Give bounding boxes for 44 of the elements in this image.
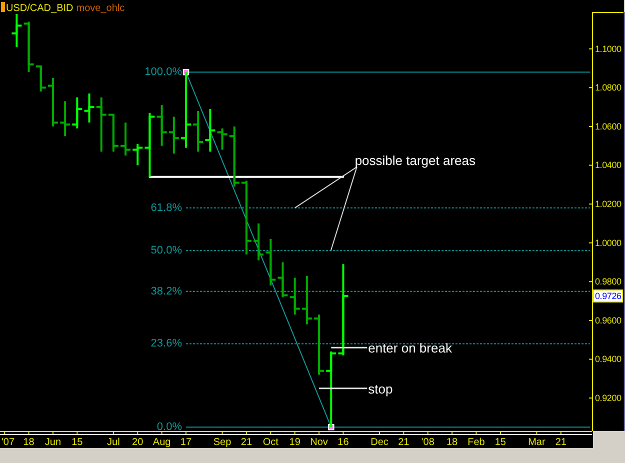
x-tick-label: '07 <box>1 437 15 448</box>
x-tick-label: 21 <box>555 437 567 448</box>
x-tick-label: Jul <box>107 437 120 448</box>
x-tick-label: 17 <box>180 437 192 448</box>
y-tick-label: 1.0400 <box>595 160 622 170</box>
y-tick-label: 1.1000 <box>595 44 622 54</box>
y-tick-label: 0.9600 <box>595 315 622 326</box>
x-tick-label: 21 <box>398 437 410 448</box>
annotation: 50.0% <box>150 244 182 257</box>
x-tick-label: Jun <box>44 437 62 448</box>
x-tick-label: 21 <box>240 437 252 448</box>
annotation: 23.6% <box>150 338 182 350</box>
annotation: stop <box>368 380 393 396</box>
y-tick-label: 0.9800 <box>595 276 622 287</box>
x-tick-label: 16 <box>338 437 350 448</box>
y-tick-label: 1.0000 <box>595 238 622 248</box>
chart-subtitle: move_ohlc <box>76 3 125 14</box>
x-tick-label: 15 <box>72 437 84 448</box>
annotation: 0.0% <box>156 421 182 434</box>
x-tick-label: Aug <box>152 437 171 448</box>
y-tick-label: 1.0600 <box>595 121 622 132</box>
annotation: possible target areas <box>354 152 476 168</box>
x-tick-label: 19 <box>289 437 301 448</box>
annotation: 100.0% <box>144 66 182 78</box>
x-tick-label: Dec <box>370 437 388 448</box>
annotation: 38.2% <box>150 285 182 298</box>
x-tick-label: Nov <box>310 437 328 448</box>
x-tick-label: Mar <box>528 437 546 448</box>
y-tick-label: 0.9200 <box>595 393 622 404</box>
x-tick-label: Feb <box>468 437 486 448</box>
x-tick-label: 18 <box>446 437 458 448</box>
x-tick-label: Oct <box>262 437 279 448</box>
x-tick-label: Sep <box>213 437 232 448</box>
y-tick-label: 0.9400 <box>595 354 622 364</box>
x-tick-label: '08 <box>421 437 435 448</box>
annotation: enter on break <box>368 340 452 356</box>
chart-title: USD/CAD_BID <box>6 3 74 14</box>
y-tick-label: 1.0800 <box>595 82 622 93</box>
y-tick-label: 1.0200 <box>595 199 622 210</box>
text: 0.9726 <box>595 290 622 301</box>
x-tick-label: 15 <box>494 437 506 448</box>
x-tick-label: 20 <box>132 437 144 448</box>
annotation: 61.8% <box>150 202 182 214</box>
x-tick-label: 18 <box>23 437 35 448</box>
